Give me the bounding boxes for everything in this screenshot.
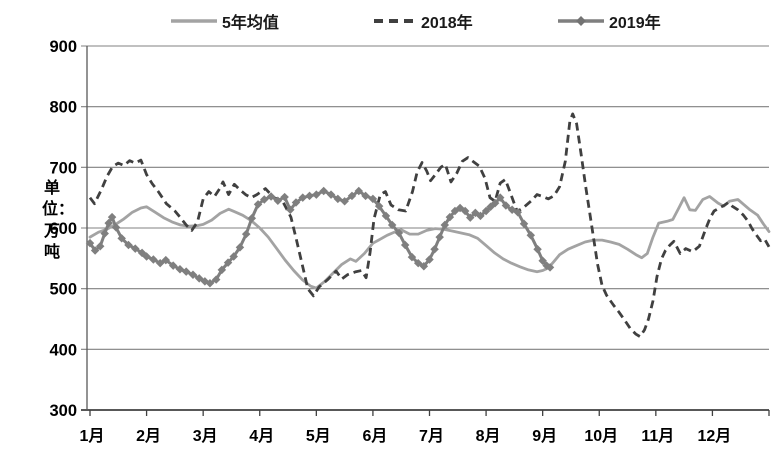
svg-text:9月: 9月	[532, 427, 557, 445]
legend-sample-diamond-line	[558, 16, 604, 26]
svg-text:800: 800	[49, 99, 77, 117]
svg-text:5月: 5月	[306, 427, 331, 445]
svg-text:10月: 10月	[584, 427, 618, 445]
svg-text:7月: 7月	[419, 427, 444, 445]
legend-item-5yr-avg: 5年均值	[170, 9, 279, 33]
svg-text:500: 500	[49, 281, 77, 299]
chart-legend: 5年均值 2018年 2019年	[0, 9, 776, 33]
svg-text:600: 600	[49, 220, 77, 238]
svg-text:11月: 11月	[641, 427, 674, 445]
svg-text:300: 300	[49, 402, 77, 420]
svg-text:4月: 4月	[249, 427, 274, 445]
svg-text:3月: 3月	[193, 427, 218, 445]
svg-text:2月: 2月	[136, 427, 161, 445]
svg-text:12月: 12月	[698, 427, 732, 445]
legend-sample-dashed-line	[374, 19, 416, 23]
legend-label-2018: 2018年	[421, 15, 473, 32]
svg-text:8月: 8月	[476, 427, 501, 445]
legend-sample-solid-line	[171, 19, 217, 23]
svg-text:900: 900	[49, 38, 77, 56]
svg-text:1月: 1月	[80, 427, 105, 445]
legend-item-2018: 2018年	[373, 9, 473, 33]
svg-text:700: 700	[49, 159, 77, 177]
legend-label-2019: 2019年	[609, 15, 661, 32]
legend-label-5yr-avg: 5年均值	[222, 15, 279, 32]
svg-text:400: 400	[49, 341, 77, 359]
legend-item-2019: 2019年	[557, 9, 661, 33]
svg-text:6月: 6月	[362, 427, 387, 445]
